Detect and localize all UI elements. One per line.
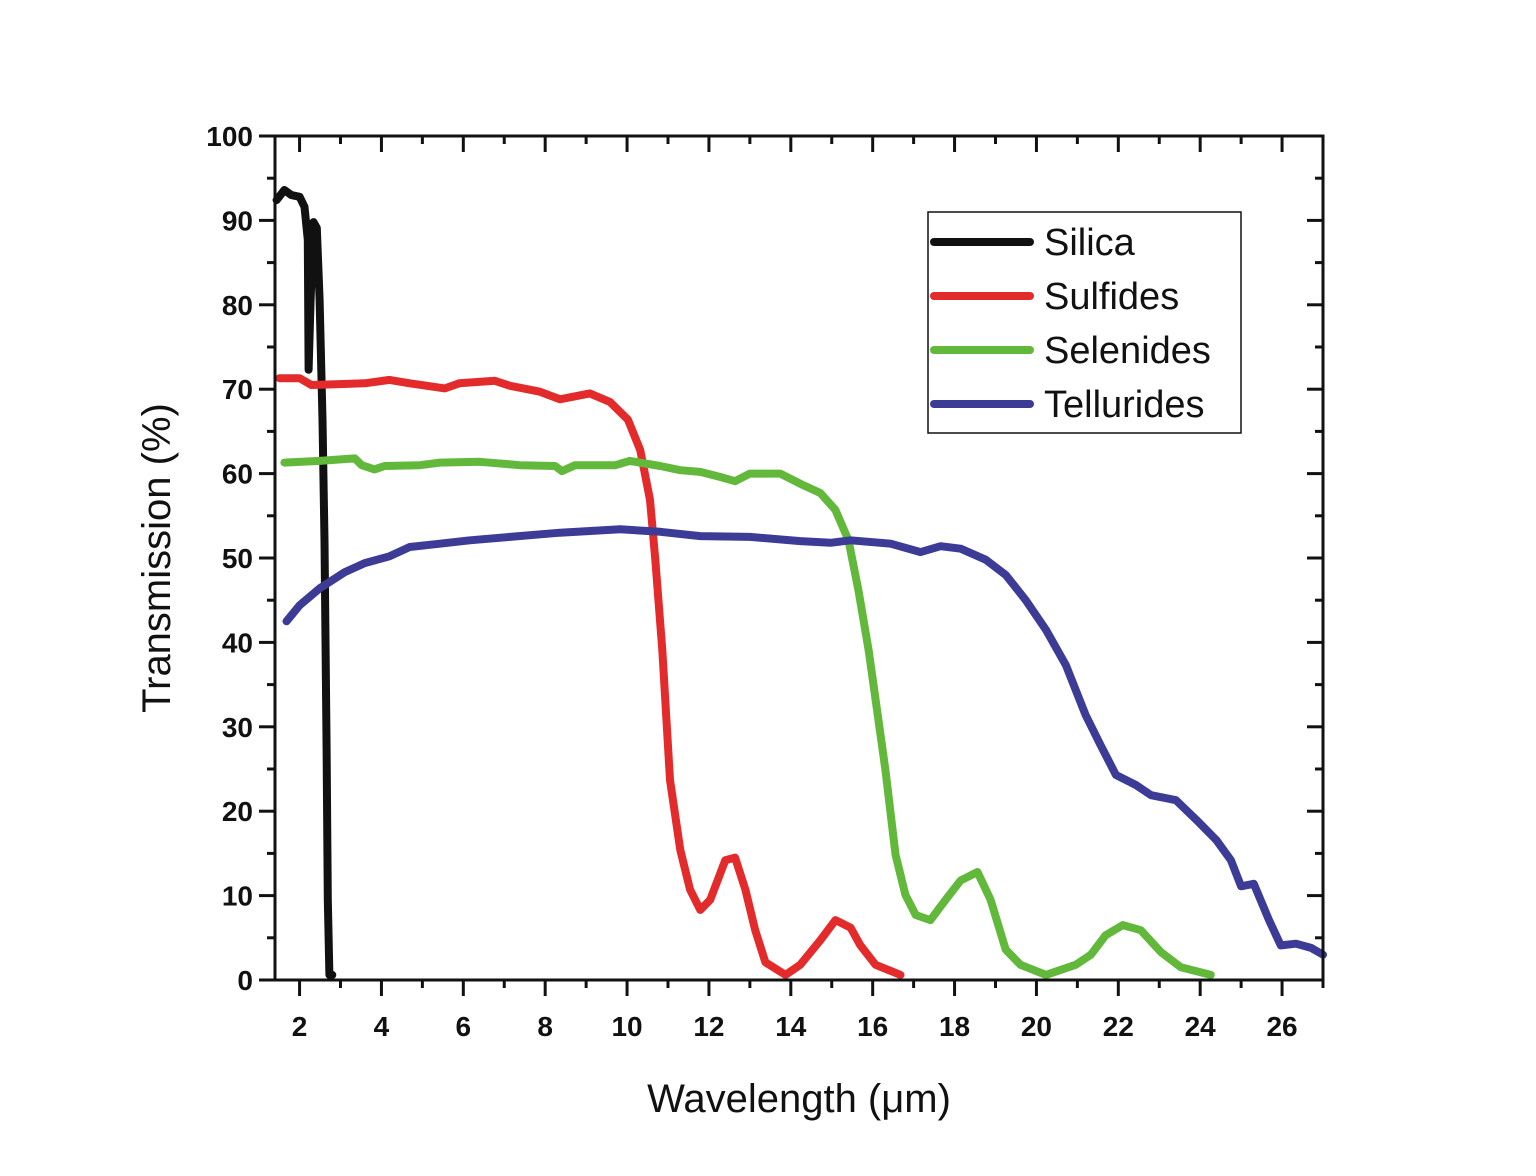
y-axis-title: Transmission (%): [135, 403, 179, 713]
y-tick-label: 70: [222, 374, 253, 405]
series-line-tellurides: [282, 525, 1327, 959]
legend-label: Selenides: [1044, 330, 1211, 372]
series-line-selenides: [280, 454, 1215, 979]
x-tick-label: 26: [1266, 1011, 1297, 1042]
x-tick-label: 22: [1103, 1011, 1134, 1042]
y-tick-label: 100: [206, 121, 253, 152]
plot-frame: [273, 134, 1325, 982]
legend: Silica Sulfides Selenides Tellurides: [927, 211, 1242, 434]
y-tick-label: 40: [222, 627, 253, 658]
series-line-sulfides: [275, 374, 905, 979]
legend-label: Sulfides: [1044, 276, 1179, 318]
y-tick-label: 80: [222, 290, 253, 321]
x-tick-label: 16: [857, 1011, 888, 1042]
y-tick-label: 0: [237, 965, 253, 996]
y-tick-label: 50: [222, 543, 253, 574]
x-tick-label: 20: [1021, 1011, 1052, 1042]
x-tick-label: 8: [537, 1011, 553, 1042]
series-line-silica: [272, 186, 337, 979]
y-tick-label: 90: [222, 205, 253, 236]
legend-label: Tellurides: [1044, 384, 1205, 426]
axis-ticks: 2 4 6 8 10 12 14 16 18 20 22 24 26010203040506070809…: [206, 121, 1325, 1042]
x-tick-label: 10: [611, 1011, 642, 1042]
x-axis-title: Wavelength (μm): [647, 1077, 951, 1121]
x-tick-label: 18: [939, 1011, 970, 1042]
x-tick-label: 24: [1185, 1011, 1217, 1042]
y-tick-label: 30: [222, 712, 253, 743]
y-tick-label: 10: [222, 881, 253, 912]
x-tick-label: 14: [775, 1011, 807, 1042]
y-tick-label: 20: [222, 796, 253, 827]
x-tick-label: 6: [456, 1011, 472, 1042]
x-tick-label: 12: [693, 1011, 724, 1042]
y-tick-label: 60: [222, 459, 253, 490]
legend-box: [927, 211, 1242, 434]
x-tick-label: 4: [374, 1011, 390, 1042]
series-lines: [272, 186, 1327, 979]
x-tick-label: 2: [292, 1011, 308, 1042]
legend-label: Silica: [1044, 222, 1136, 264]
